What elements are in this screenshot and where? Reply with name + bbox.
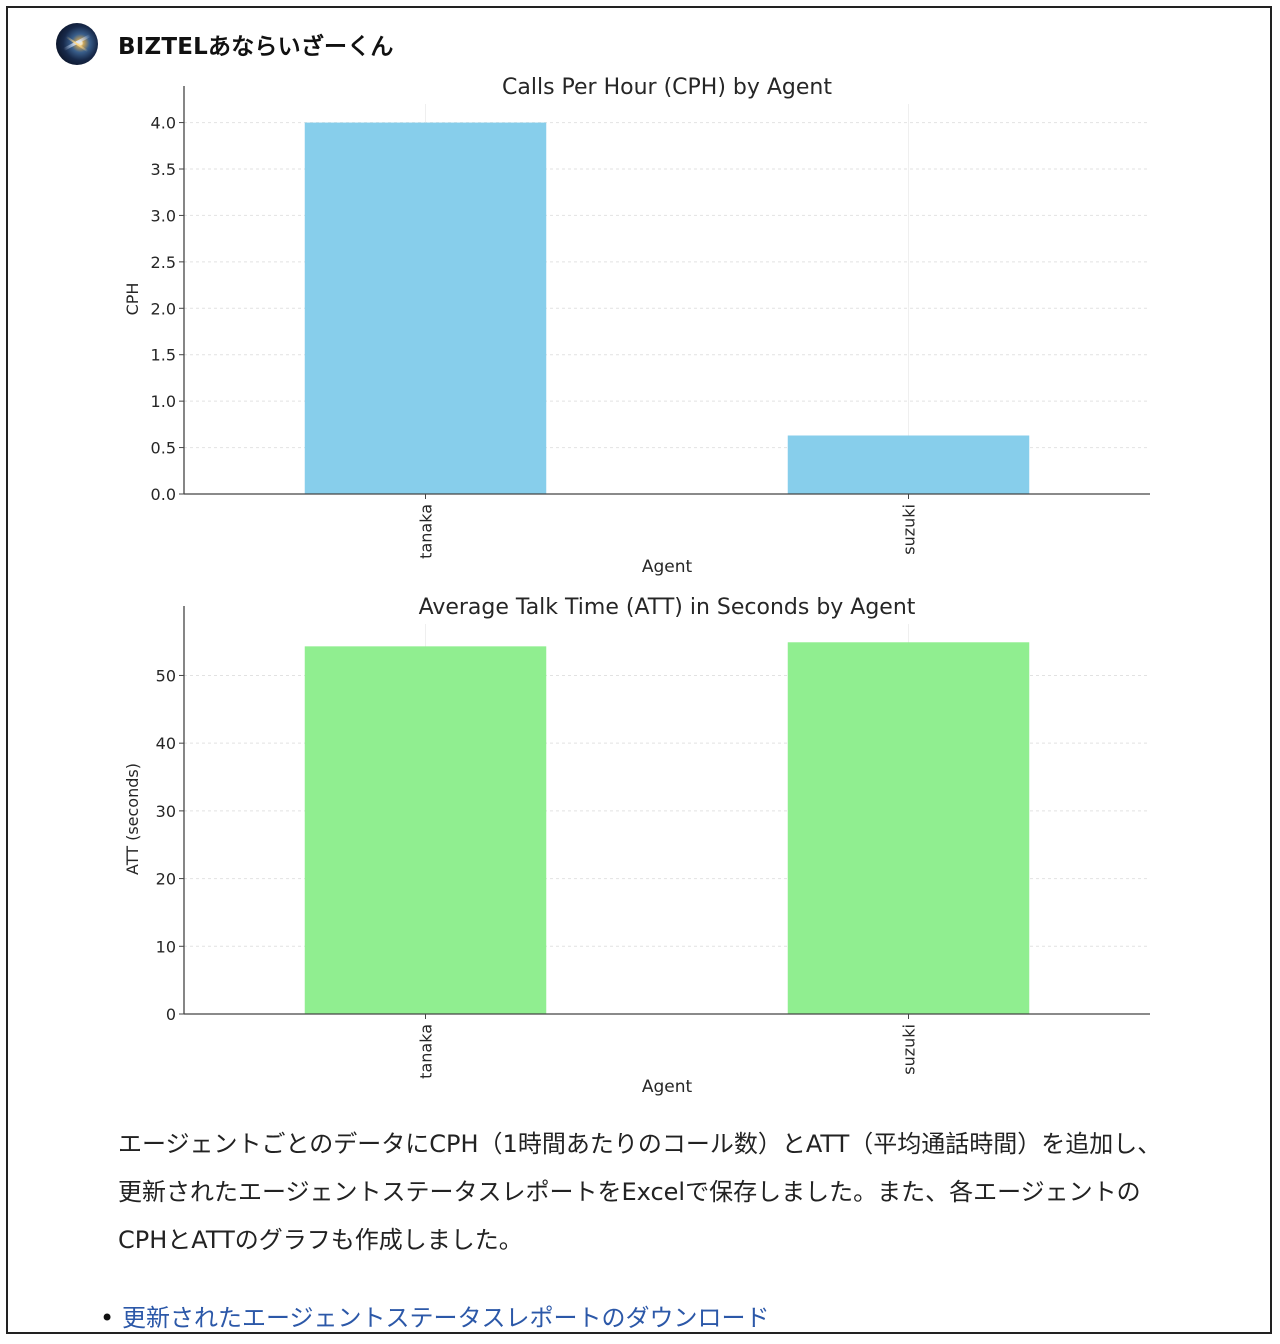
- cph-chart-svg: 0.0 0.5 1.0 1.5 2.0 2.5 3.0 3.5 4.0 tanaka suzuki C…: [123, 75, 1150, 577]
- chart1-ytick-label: 1.0: [151, 392, 176, 411]
- chart1-ylabel: CPH: [123, 283, 142, 316]
- chart1-ytick-label: 0.0: [151, 485, 176, 504]
- chart1-xlabel: Agent: [642, 557, 693, 577]
- cph-chart: 0.0 0.5 1.0 1.5 2.0 2.5 3.0 3.5 4.0 tanaka suzuki C…: [8, 68, 1270, 592]
- chart2-ytick-label: 10: [156, 937, 176, 956]
- chart2-ytick-label: 0: [166, 1005, 176, 1024]
- chart2-category-label: tanaka: [417, 1024, 436, 1079]
- chart1-ytick-label: 1.5: [151, 346, 176, 365]
- download-report-link[interactable]: 更新されたエージェントステータスレポートのダウンロード: [122, 1304, 770, 1332]
- bot-header: BIZTELあならいざーくん: [56, 22, 394, 66]
- list-bullet: •: [100, 1304, 115, 1332]
- chart1-category-label: tanaka: [417, 504, 436, 559]
- chart2-ytick-label: 20: [156, 870, 176, 889]
- chart2-bar-suzuki: [787, 642, 1030, 1014]
- chart2-bar-tanaka: [304, 646, 547, 1014]
- chart1-ytick-label: 3.5: [151, 160, 176, 179]
- chart1-ytick-label: 2.5: [151, 253, 176, 272]
- chart1-bar-suzuki: [787, 435, 1030, 494]
- assistant-message-text: エージェントごとのデータにCPH（1時間あたりのコール数）とATT（平均通話時間…: [118, 1130, 1162, 1254]
- chart1-ytick-label: 4.0: [151, 114, 176, 133]
- chart1-title: Calls Per Hour (CPH) by Agent: [502, 75, 832, 100]
- chart2-ytick-label: 50: [156, 666, 176, 685]
- att-chart-svg: 0 10 20 30 40 50 tanaka suzuki Average Talk Time…: [123, 595, 1150, 1097]
- chart2-xlabel: Agent: [642, 1077, 693, 1097]
- chart1-ytick-label: 0.5: [151, 439, 176, 458]
- chart2-title: Average Talk Time (ATT) in Seconds by Ag…: [419, 595, 916, 620]
- chat-message-frame: BIZTELあならいざーくん 0.0 0.5 1.0 1.5 2.0 2.5 3.0 3.5 4…: [6, 6, 1272, 1334]
- bot-name: BIZTELあならいざーくん: [118, 34, 394, 60]
- chart1-category-label: suzuki: [900, 504, 919, 555]
- chart2-ytick-label: 40: [156, 734, 176, 753]
- chart2-ylabel: ATT (seconds): [123, 763, 142, 875]
- chart1-bar-tanaka: [304, 122, 547, 495]
- chart2-category-label: suzuki: [900, 1024, 919, 1075]
- download-links: • 更新されたエージェントステータスレポートのダウンロード: [100, 1298, 770, 1332]
- att-chart: 0 10 20 30 40 50 tanaka suzuki Average Talk Time…: [8, 588, 1270, 1112]
- chart1-ytick-label: 3.0: [151, 206, 176, 225]
- galaxy-avatar-icon: [56, 23, 98, 65]
- chart1-ytick-label: 2.0: [151, 299, 176, 318]
- chart2-ytick-label: 30: [156, 802, 176, 821]
